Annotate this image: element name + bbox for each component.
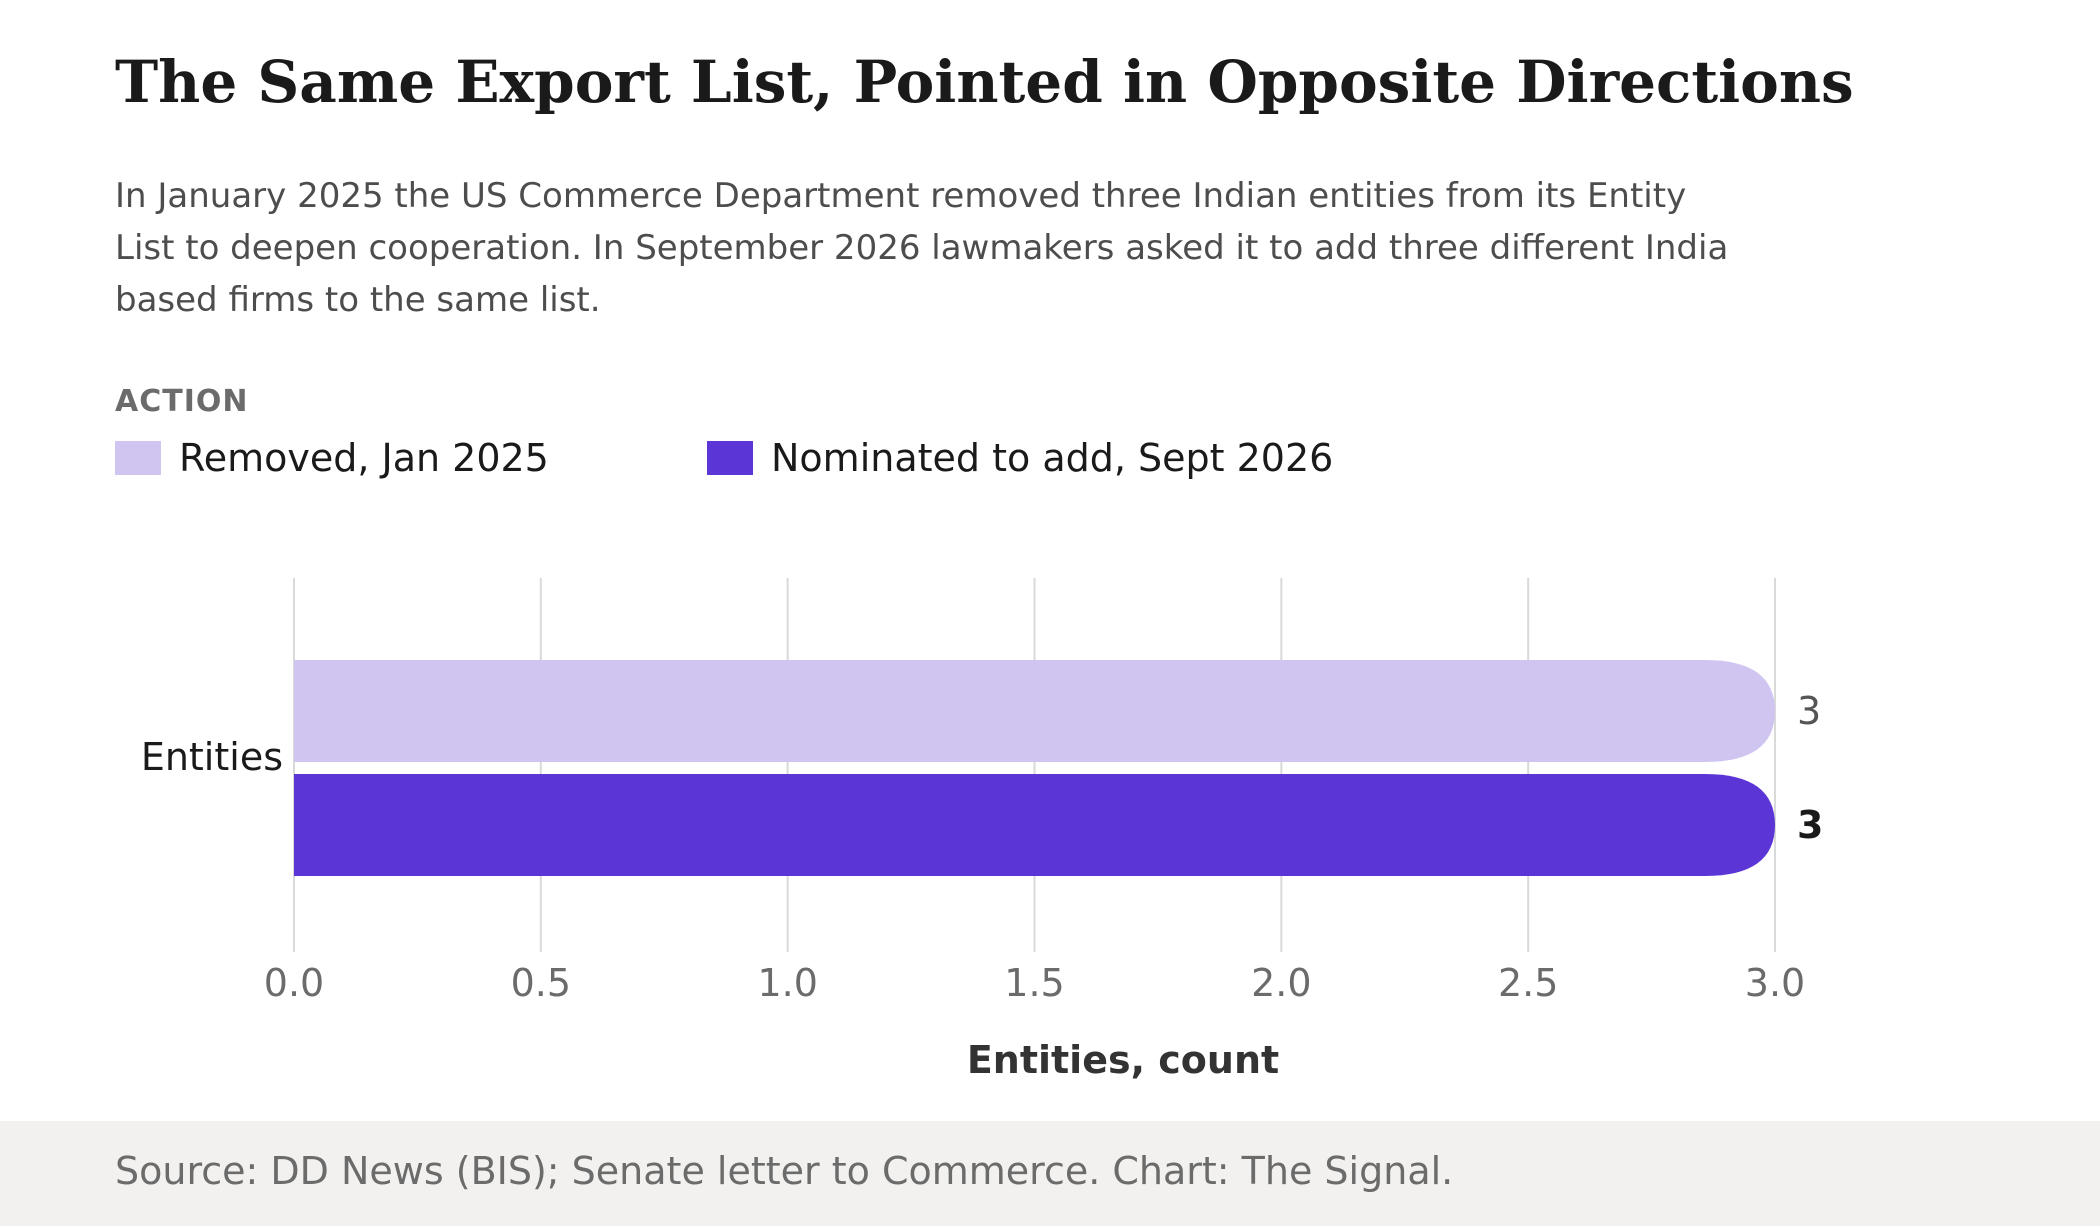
bar-removed: [294, 660, 1775, 762]
x-tick-label-0: 0.0: [264, 961, 324, 1005]
source-note: Source: DD News (BIS); Senate letter to …: [115, 1149, 1454, 1193]
legend-title: ACTION: [115, 384, 249, 419]
data-label-removed: 3: [1797, 689, 1821, 733]
data-label-nominated: 3: [1797, 803, 1823, 847]
legend-item-nominated: Nominated to add, Sept 2026: [707, 432, 1333, 484]
footer: Source: DD News (BIS); Senate letter to …: [0, 1121, 2100, 1226]
x-tick-label-1: 0.5: [511, 961, 571, 1005]
x-tick-label-6: 3.0: [1745, 961, 1805, 1005]
x-tick-label-3: 1.5: [1004, 961, 1064, 1005]
x-tick-label-5: 2.5: [1498, 961, 1558, 1005]
legend-label-removed: Removed, Jan 2025: [179, 436, 549, 480]
x-axis-title: Entities, count: [967, 1038, 1279, 1082]
legend-swatch-removed: [115, 441, 161, 475]
legend-swatch-nominated: [707, 441, 753, 475]
x-tick-label-4: 2.0: [1251, 961, 1311, 1005]
bar-chart: 3 3 Entities 0.0 0.5 1.0 1.5 2.0 2.5 3.0 Entities,…: [141, 578, 1823, 1082]
bar-nominated: [294, 774, 1775, 876]
chart-subtitle: In January 2025 the US Commerce Departme…: [115, 176, 1729, 320]
category-label: Entities: [141, 735, 283, 779]
x-tick-label-2: 1.0: [757, 961, 817, 1005]
chart-title: The Same Export List, Pointed in Opposit…: [115, 48, 1854, 116]
legend-label-nominated: Nominated to add, Sept 2026: [771, 436, 1334, 480]
legend-item-removed: Removed, Jan 2025: [115, 432, 549, 484]
